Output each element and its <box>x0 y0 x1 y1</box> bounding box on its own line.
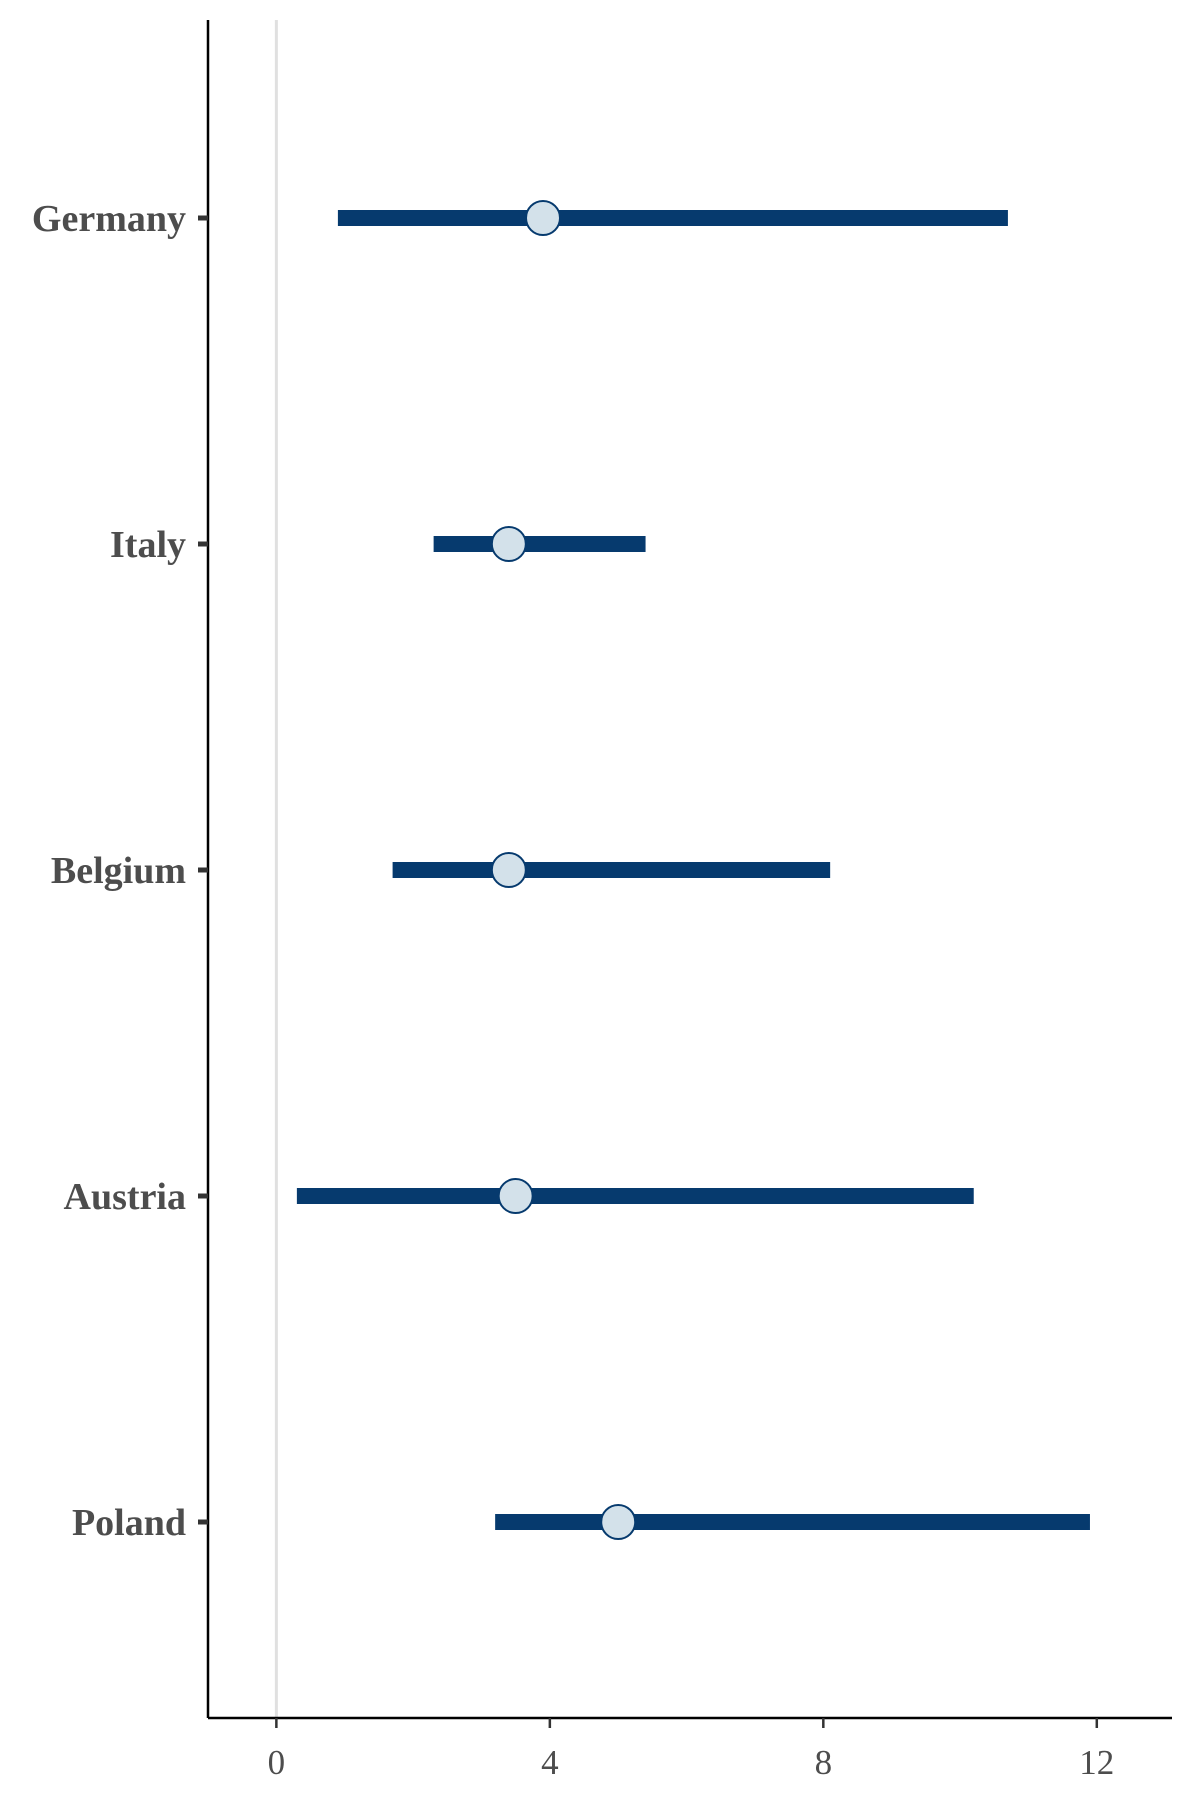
point-estimate-germany <box>525 200 562 236</box>
x-tick-label-0: 0 <box>268 1743 286 1782</box>
data-marks <box>296 200 1090 1540</box>
axis-labels: Germany Italy Belgium Austria Poland 0 4 8 12 <box>32 198 1114 1782</box>
interval-bar-belgium <box>392 862 831 878</box>
interval-bar-italy <box>433 536 646 552</box>
point-estimate-poland <box>600 1504 637 1540</box>
y-tick-label-italy: Italy <box>110 524 186 566</box>
axes <box>198 20 1172 1728</box>
y-tick-label-poland: Poland <box>72 1502 186 1544</box>
x-tick-label-4: 4 <box>541 1743 559 1782</box>
interval-bar-germany <box>337 210 1008 226</box>
y-tick-label-austria: Austria <box>64 1176 186 1218</box>
interval-bar-poland <box>495 1514 1090 1530</box>
x-tick-label-8: 8 <box>815 1743 833 1782</box>
x-tick-label-12: 12 <box>1079 1743 1114 1782</box>
point-estimate-italy <box>490 526 527 562</box>
y-tick-label-belgium: Belgium <box>51 850 186 892</box>
point-estimate-belgium <box>490 852 527 888</box>
point-estimate-austria <box>497 1178 534 1214</box>
y-tick-label-germany: Germany <box>32 198 186 240</box>
interval-bar-austria <box>296 1188 974 1204</box>
